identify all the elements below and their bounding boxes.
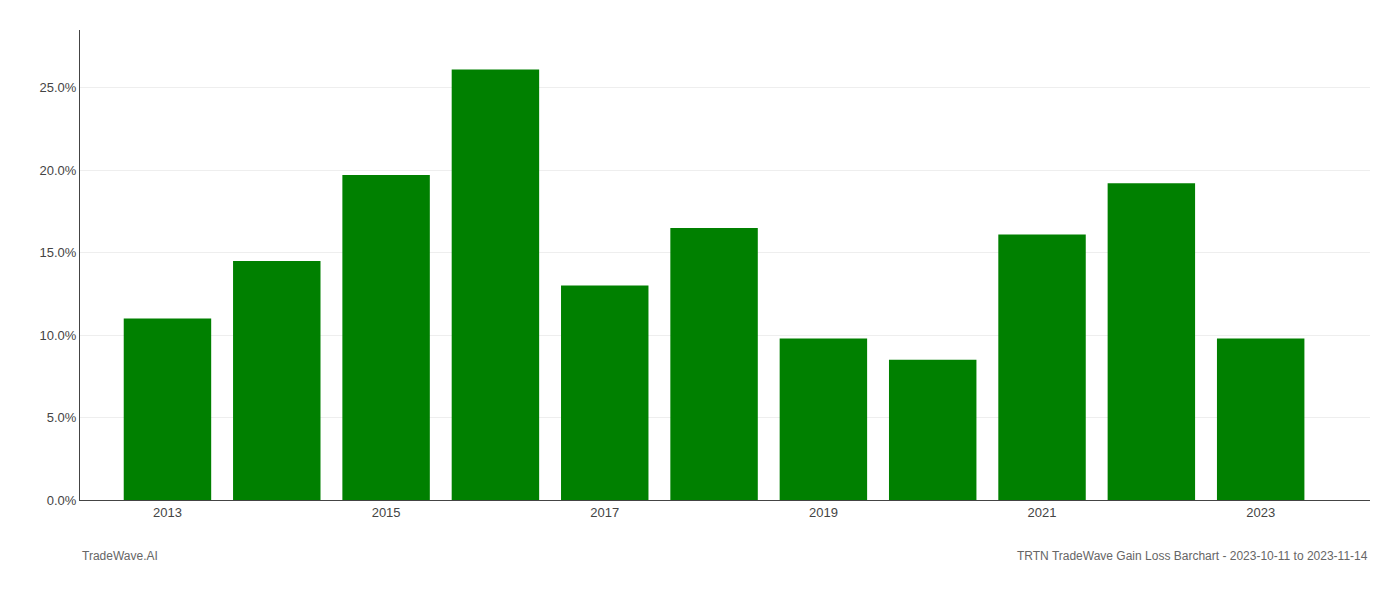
svg-text:TradeWave.AI: TradeWave.AI (82, 549, 158, 563)
svg-text:20.0%: 20.0% (40, 163, 77, 178)
svg-text:5.0%: 5.0% (47, 410, 77, 425)
svg-text:15.0%: 15.0% (40, 245, 77, 260)
svg-text:2023: 2023 (1246, 505, 1275, 520)
svg-text:0.0%: 0.0% (47, 493, 77, 508)
svg-text:25.0%: 25.0% (40, 80, 77, 95)
svg-text:TRTN TradeWave Gain Loss Barch: TRTN TradeWave Gain Loss Barchart - 2023… (1017, 549, 1368, 563)
svg-text:2021: 2021 (1028, 505, 1057, 520)
svg-text:2015: 2015 (372, 505, 401, 520)
svg-text:2019: 2019 (809, 505, 838, 520)
svg-text:2013: 2013 (153, 505, 182, 520)
svg-text:2017: 2017 (590, 505, 619, 520)
svg-text:10.0%: 10.0% (40, 328, 77, 343)
